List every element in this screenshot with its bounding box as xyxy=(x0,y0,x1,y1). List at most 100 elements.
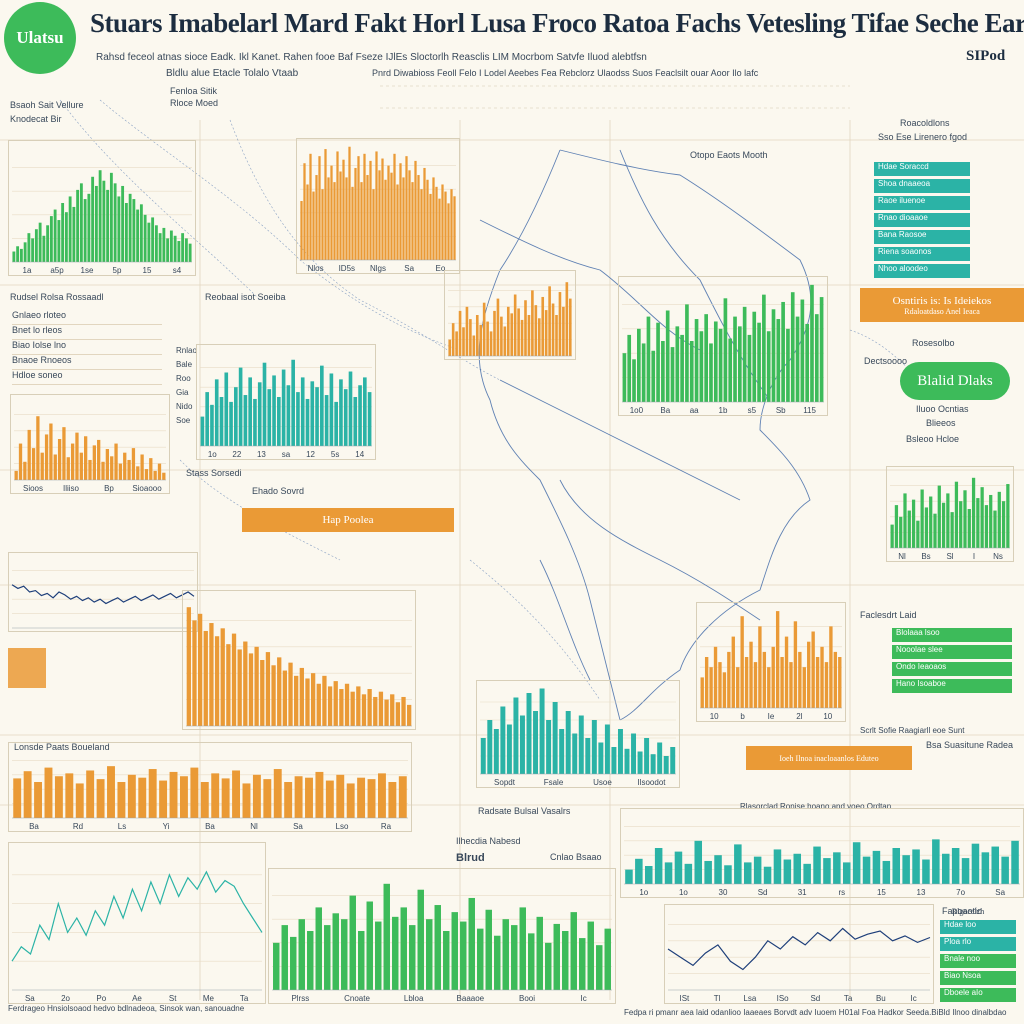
bar xyxy=(312,191,315,260)
bar xyxy=(273,942,280,990)
bar xyxy=(694,319,699,402)
bar xyxy=(541,296,545,356)
orange-right-pill: Osntiris is: Is Ideiekos Rdaloatdaso Ane… xyxy=(860,288,1024,322)
bar xyxy=(342,159,345,260)
bar xyxy=(409,925,416,990)
bar xyxy=(18,443,23,480)
bar xyxy=(14,470,18,480)
bar xyxy=(570,912,577,990)
bar xyxy=(625,869,633,884)
bar xyxy=(375,921,382,990)
bar xyxy=(169,771,178,818)
legend-item: Ondo Ieaoaos xyxy=(892,662,1012,676)
bar xyxy=(384,179,387,260)
bar xyxy=(443,931,450,990)
bar xyxy=(438,198,441,260)
bar xyxy=(545,942,552,990)
bar xyxy=(65,773,74,818)
chart-frame xyxy=(8,552,198,632)
bar xyxy=(833,852,841,884)
tick-label: Fsale xyxy=(544,778,564,787)
bar xyxy=(254,646,259,726)
bar xyxy=(248,377,252,446)
bar xyxy=(294,675,299,726)
bar xyxy=(511,925,518,990)
bar xyxy=(453,196,456,260)
bar xyxy=(324,395,329,446)
bar xyxy=(310,381,315,446)
chart-frame xyxy=(618,276,828,416)
bar xyxy=(709,343,713,402)
bar xyxy=(684,863,693,884)
bar xyxy=(426,179,429,260)
bar xyxy=(94,185,98,262)
bar xyxy=(372,189,375,260)
bar xyxy=(872,850,881,884)
bar xyxy=(318,156,321,260)
bar xyxy=(455,331,458,356)
chart-frame xyxy=(8,742,412,832)
bar xyxy=(500,706,506,774)
bar xyxy=(493,729,499,774)
tick-label: 30 xyxy=(719,888,728,897)
bar xyxy=(211,773,220,818)
bar xyxy=(148,769,157,818)
bar xyxy=(290,936,297,990)
tick-label: Ba xyxy=(205,822,215,831)
bar xyxy=(637,751,643,774)
bar xyxy=(66,457,70,480)
tick-label: Ic xyxy=(581,994,587,1003)
tick-label: Sioos xyxy=(23,484,43,493)
legend-item: Hdae loo xyxy=(940,920,1016,934)
tick-label: 1o xyxy=(679,888,688,897)
bar xyxy=(238,367,243,446)
bar xyxy=(392,916,399,990)
tick-label: Usoe xyxy=(593,778,612,787)
bar xyxy=(358,385,362,446)
bar xyxy=(345,177,348,260)
bar xyxy=(237,649,242,726)
bar xyxy=(753,662,758,708)
chart-frame xyxy=(8,140,196,276)
legend-item: Riena soaonos xyxy=(874,247,970,261)
list-item: Bale xyxy=(176,360,193,369)
bar xyxy=(641,343,646,402)
bar xyxy=(553,923,560,990)
bar xyxy=(622,353,627,402)
right-label-10: Rlasorclad Ronise hoano and voeo Ordtan xyxy=(740,802,892,811)
bar xyxy=(159,780,168,818)
bar xyxy=(162,227,166,262)
top-right-label: SIPod xyxy=(966,48,1006,64)
bar xyxy=(351,186,354,260)
bar xyxy=(991,846,1000,884)
bar xyxy=(219,397,224,446)
bar xyxy=(892,848,901,884)
bar xyxy=(327,686,333,726)
bar xyxy=(354,167,357,260)
bar xyxy=(390,694,395,726)
bar xyxy=(76,189,80,262)
bar xyxy=(513,294,517,356)
bar xyxy=(604,724,610,774)
bar xyxy=(300,201,303,260)
bar xyxy=(184,238,188,262)
list-item: Soe xyxy=(176,416,191,425)
left-header-1: Fenloa Sitik xyxy=(170,86,218,96)
bar xyxy=(694,840,703,884)
bar xyxy=(527,315,531,356)
bar xyxy=(536,916,543,990)
bar xyxy=(140,454,144,480)
bar xyxy=(572,733,578,774)
tick-label: 12 xyxy=(306,450,315,459)
bar xyxy=(815,657,820,708)
list-item: Biao Iolse lno xyxy=(12,340,162,355)
bar xyxy=(704,657,709,708)
bar xyxy=(810,284,814,402)
bar xyxy=(578,715,584,774)
mid-label-1: Rudsel Rolsa Rossaadl xyxy=(10,292,104,302)
bar xyxy=(740,616,744,708)
bar xyxy=(315,771,324,818)
bar xyxy=(704,860,712,884)
bar xyxy=(320,365,324,446)
bar xyxy=(23,461,27,480)
